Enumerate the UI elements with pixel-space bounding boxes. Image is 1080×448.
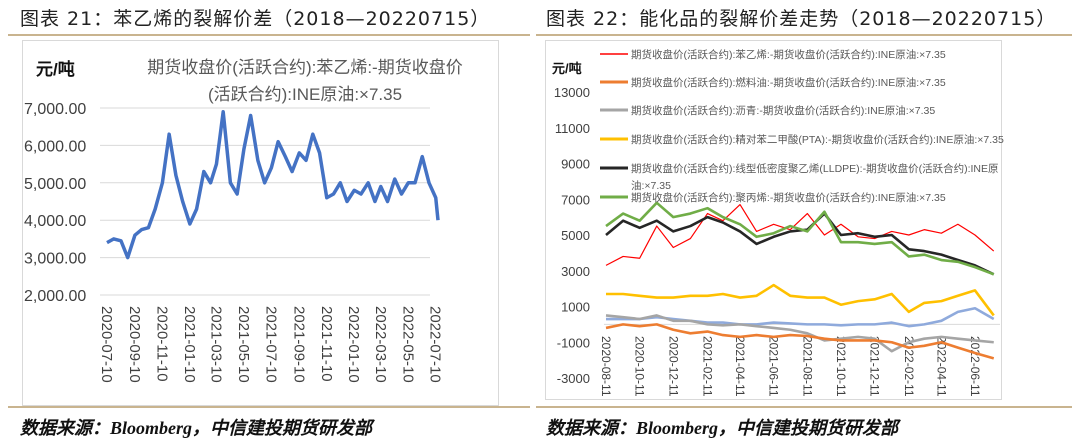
series-line [605,201,995,276]
y-tick-label: 3000 [561,264,590,279]
x-tick-label: 2021-01-10 [181,306,198,383]
y-tick-label: 13000 [554,85,590,100]
x-tick-label: 2021-11-10 [318,306,335,382]
series-line [605,204,995,266]
x-tick-label: 2020-10-11 [633,336,647,397]
x-tick-label: 2022-01-10 [345,306,362,383]
legend-label: 期货收盘价(活跃合约):精对苯二甲酸(PTA):-期货收盘价(活跃合约):INE… [631,133,1004,146]
x-tick-label: 2020-09-10 [126,306,143,383]
legend-label: 期货收盘价(活跃合约):苯乙烯:-期货收盘价(活跃合约):INE原油:×7.35 [631,48,946,61]
y-tick-label: 2,000.00 [24,288,86,305]
y-tick-label: 11000 [555,121,590,136]
x-tick-label: 2022-03-10 [372,306,389,383]
chart-title-line: (活跃合约):INE原油:×7.35 [208,85,402,104]
x-tick-label: 2020-12-11 [666,336,680,397]
x-tick-label: 2022-04-11 [934,336,948,397]
chart-title-line: 期货收盘价(活跃合约):苯乙烯:-期货收盘价 [147,58,462,77]
x-tick-label: 2022-02-11 [902,336,916,397]
x-tick-label: 2021-07-10 [262,306,279,383]
right-figure-title: 图表 22：能化品的裂解价差走势（2018—20220715） [546,8,1057,30]
y-tick-label: 5000 [561,228,590,243]
left-figure-title: 图表 21：苯乙烯的裂解价差（2018—20220715） [20,8,491,30]
x-tick-label: 2021-02-11 [700,336,714,397]
x-tick-label: 2020-07-10 [98,306,115,383]
series-line [606,283,995,317]
legend-label: 期货收盘价(活跃合约):沥青:-期货收盘价(活跃合约):INE原油:×7.35 [631,104,935,117]
x-tick-label: 2020-11-10 [153,306,170,382]
y-tick-label: -1000 [557,335,590,350]
left-title-rule [8,34,530,36]
y-tick-label: -3000 [557,371,590,386]
right-title-rule [536,34,1072,36]
x-tick-label: 2021-12-11 [868,336,882,397]
styrene-crack-spread-chart: 元/吨 期货收盘价(活跃合约):苯乙烯:-期货收盘价 (活跃合约):INE原油:×7… [24,58,463,383]
x-tick-label: 2021-09-10 [290,306,307,383]
left-footer-rule [8,406,530,408]
x-tick-label: 2021-08-11 [800,336,814,397]
x-tick-label: 2020-08-11 [599,336,613,397]
y-tick-label: 5,000.00 [24,176,86,193]
x-tick-label: 2021-06-11 [767,336,781,397]
y-tick-label: 7000 [561,192,590,207]
x-tick-label: 2022-05-10 [399,306,416,383]
right-chart-box [545,40,1002,400]
y-tick-label: 4,000.00 [24,213,86,230]
left-chart-box [22,40,499,406]
x-tick-label: 2021-03-10 [207,306,224,383]
x-tick-label: 2022-07-10 [427,306,444,383]
y-tick-label: 1000 [561,300,590,315]
y-axis-unit: 元/吨 [36,59,75,79]
y-tick-label: 6,000.00 [24,138,86,155]
y-tick-label: 7,000.00 [24,101,86,118]
x-tick-label: 2021-04-11 [733,336,747,397]
legend-label: 期货收盘价(活跃合约):燃料油:-期货收盘价(活跃合约):INE原油:×7.35 [631,76,946,89]
legend-label: 期货收盘价(活跃合约):聚丙烯:-期货收盘价(活跃合约):INE原油:×7.35 [631,191,946,204]
series-line [605,314,994,353]
series-line-styrene [106,109,440,260]
y-axis-unit: 元/吨 [552,61,582,76]
y-tick-label: 9000 [561,157,590,172]
legend-label: 油:×7.35 [631,179,671,192]
right-footer-rule [536,406,1072,408]
left-source-note: 数据来源：Bloomberg，中信建投期货研发部 [20,418,373,438]
series-line [605,323,995,360]
y-tick-label: 3,000.00 [24,251,86,268]
legend-label: 期货收盘价(活跃合约):线型低密度聚乙烯(LLDPE):-期货收盘价(活跃合约)… [631,162,999,175]
right-source-note: 数据来源：Bloomberg，中信建投期货研发部 [546,418,899,438]
series-line [605,212,995,276]
x-tick-label: 2021-10-11 [834,336,848,397]
x-tick-label: 2021-05-10 [235,306,252,383]
x-tick-label: 2022-06-11 [968,336,982,397]
